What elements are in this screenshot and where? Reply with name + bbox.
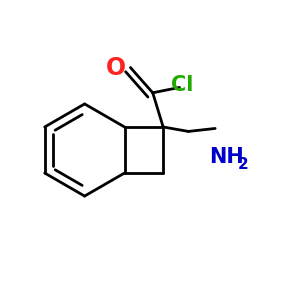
Text: NH: NH — [209, 147, 244, 167]
Text: O: O — [106, 56, 126, 80]
Text: 2: 2 — [238, 158, 248, 172]
Text: Cl: Cl — [171, 75, 193, 94]
